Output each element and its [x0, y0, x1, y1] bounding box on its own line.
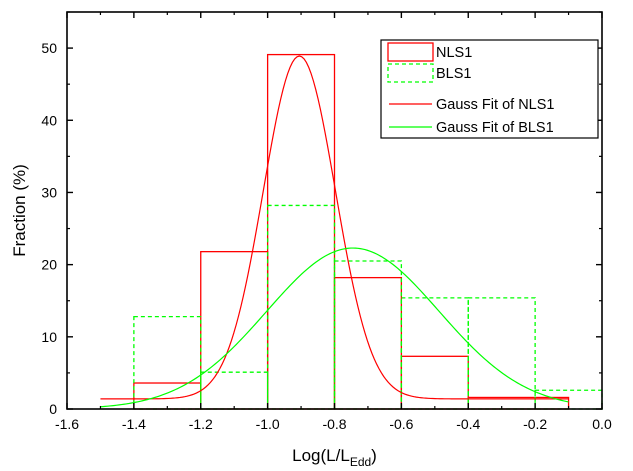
legend-label-3: Gauss Fit of BLS1	[436, 120, 554, 136]
legend: NLS1 BLS1 Gauss Fit of NLS1 Gauss Fit of BL…	[380, 39, 599, 139]
y-tick-label: 0	[49, 401, 57, 417]
y-tick-label: 30	[41, 184, 57, 200]
y-tick-label: 50	[41, 40, 57, 56]
nls1-bin-2	[266, 53, 336, 410]
gauss-fit-bls1-curve	[100, 247, 569, 408]
legend-label-2: Gauss Fit of NLS1	[436, 97, 554, 113]
y-tick-label: 10	[41, 329, 57, 345]
gauss-fit-nls1-curve	[100, 55, 569, 400]
x-tick-label: 0.0	[592, 416, 612, 432]
y-tick-label: 40	[41, 112, 57, 128]
bls1-bin-3	[333, 260, 403, 410]
nls1-bin-4	[400, 355, 469, 410]
nls1-bin-0	[133, 382, 202, 410]
legend-box	[380, 39, 599, 139]
x-tick-label: -1.4	[122, 416, 146, 432]
bls1-bin-4	[400, 297, 469, 410]
y-axis-title: Fraction (%)	[10, 164, 29, 257]
legend-label-0: NLS1	[436, 45, 472, 61]
bls1-bin-1	[200, 371, 269, 410]
x-tick-label: -1.0	[256, 416, 280, 432]
x-tick-label: -1.6	[55, 416, 79, 432]
x-tick-label: -0.6	[389, 416, 413, 432]
x-tick-label: -0.4	[456, 416, 480, 432]
bls1-bin-2	[266, 204, 336, 410]
x-tick-label: -0.8	[322, 416, 346, 432]
x-tick-label: -1.2	[189, 416, 213, 432]
axis-layer: -1.6 -1.4 -1.2 -1.0 -0.8 -0.6 -0.4 -0.2 0.0 0 10 20…	[10, 11, 612, 469]
legend-swatch-0	[387, 42, 434, 62]
x-tick-label: -0.2	[523, 416, 547, 432]
legend-swatch-1	[387, 63, 434, 83]
x-axis-title: Log(L/LEdd)	[292, 446, 377, 469]
legend-label-1: BLS1	[436, 66, 471, 82]
y-tick-label: 20	[41, 257, 57, 273]
bls1-histogram	[133, 204, 603, 410]
